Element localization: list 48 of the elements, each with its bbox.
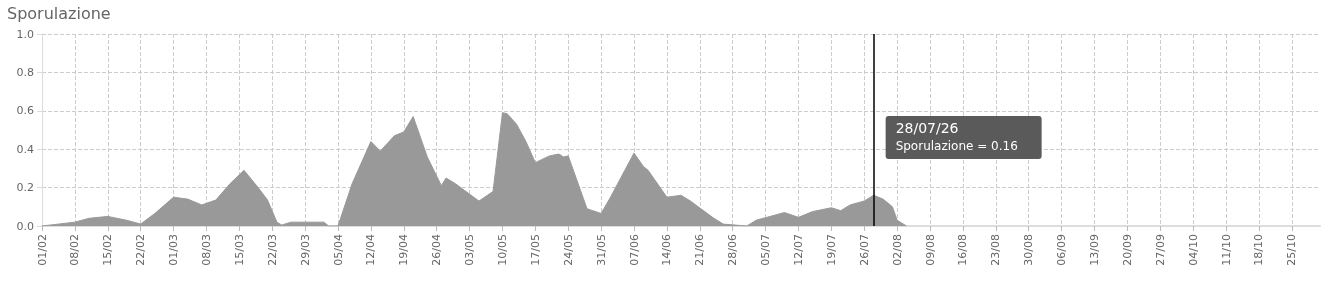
x-tick-label: 10/05	[495, 234, 509, 266]
x-tick-label: 27/09	[1153, 234, 1167, 266]
x-tick-label: 31/05	[594, 234, 608, 266]
x-tick-label: 28/06	[726, 234, 740, 266]
x-tick-label: 30/08	[1022, 234, 1036, 266]
x-tick-label: 12/04	[364, 234, 378, 266]
annotation: Sporulazione = 0.16	[895, 139, 1018, 153]
x-tick-label: 08/03	[199, 234, 213, 266]
x-tick-label: 21/06	[693, 234, 707, 266]
y-tick-label: 0.4	[16, 142, 34, 156]
y-tick-label: 0.0	[16, 219, 34, 233]
x-tick-label: 23/08	[989, 234, 1003, 266]
x-tick-label: 22/02	[134, 234, 148, 266]
x-tick-label: 01/02	[35, 234, 49, 266]
x-tick-label: 02/08	[890, 234, 904, 266]
x-tick-label: 25/10	[1285, 234, 1299, 266]
x-tick-label: 13/09	[1087, 234, 1101, 266]
x-tick-label: 18/10	[1252, 234, 1266, 266]
x-tick-label: 07/06	[627, 234, 641, 266]
x-tick-label: 04/10	[1186, 234, 1200, 266]
y-tick-label: 0.6	[16, 104, 34, 118]
chart-title: Sporulazione	[7, 3, 111, 23]
x-tick-label: 06/09	[1055, 234, 1069, 266]
x-tick-label: 26/07	[857, 234, 871, 266]
x-tick-label: 20/09	[1120, 234, 1134, 266]
x-tick-label: 14/06	[660, 234, 674, 266]
y-tick-label: 0.2	[16, 181, 34, 195]
x-tick-label: 08/02	[68, 234, 82, 266]
x-tick-label: 17/05	[528, 234, 542, 266]
x-tick-label: 16/08	[956, 234, 970, 266]
x-tick-label: 22/03	[265, 234, 279, 266]
x-tick-label: 15/02	[101, 234, 115, 266]
x-tick-label: 03/05	[463, 234, 477, 266]
x-tick-label: 24/05	[561, 234, 575, 266]
x-tick-label: 09/08	[923, 234, 937, 266]
y-tick-label: 1.0	[16, 27, 34, 41]
x-tick-label: 15/03	[232, 234, 246, 266]
x-tick-label: 26/04	[430, 234, 444, 266]
x-tick-label: 01/03	[167, 234, 181, 266]
x-tick-label: 12/07	[791, 234, 805, 266]
x-tick-label: 05/07	[759, 234, 773, 266]
annotation: 28/07/26	[895, 120, 959, 136]
y-tick-label: 0.8	[16, 65, 34, 79]
x-tick-label: 11/10	[1219, 234, 1233, 266]
x-tick-label: 19/07	[824, 234, 838, 266]
x-tick-label: 29/03	[298, 234, 312, 266]
x-tick-label: 05/04	[331, 234, 345, 266]
x-tick-label: 19/04	[397, 234, 411, 266]
